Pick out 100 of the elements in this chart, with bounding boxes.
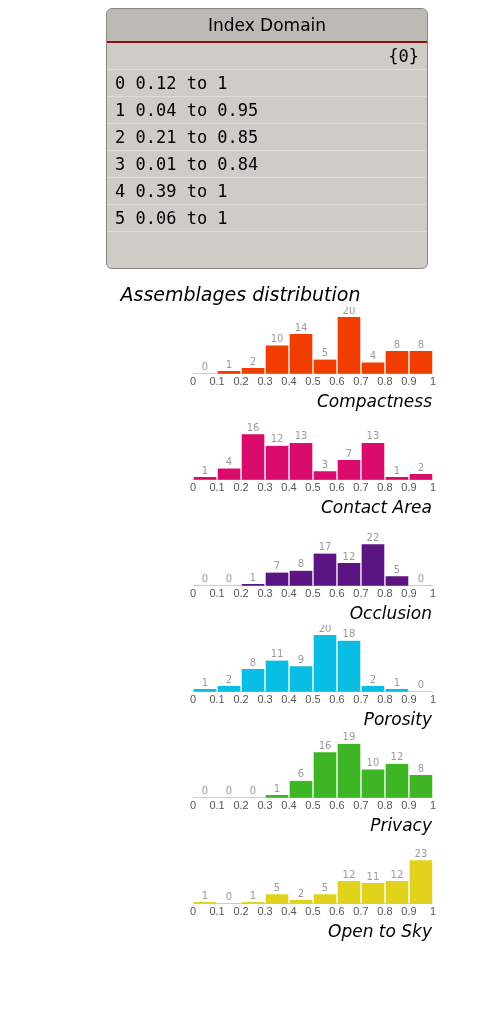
data-label: 1 bbox=[201, 464, 209, 476]
x-tick-label: 0.2 bbox=[233, 481, 249, 494]
x-tick-label: 0.6 bbox=[329, 693, 345, 706]
x-tick-label: 0.5 bbox=[305, 905, 321, 918]
x-tick-label: 0 bbox=[190, 481, 197, 494]
data-label: 0 bbox=[201, 361, 209, 373]
data-label: 7 bbox=[345, 447, 353, 459]
x-tick-label: 0.7 bbox=[353, 587, 369, 600]
data-label: 12 bbox=[390, 751, 404, 763]
x-tick-label: 0.9 bbox=[401, 375, 417, 388]
text: {0} bbox=[107, 43, 427, 70]
x-tick-label: 1 bbox=[429, 481, 436, 494]
x-tick-label: 0.5 bbox=[305, 799, 321, 812]
data-label: 19 bbox=[342, 731, 356, 743]
x-tick-label: 0.6 bbox=[329, 799, 345, 812]
data-label: 10 bbox=[366, 756, 380, 768]
x-tick-label: 0.8 bbox=[377, 375, 393, 388]
data-label: 1 bbox=[393, 464, 401, 476]
data-label: 23 bbox=[414, 847, 428, 859]
data-label: 7 bbox=[273, 560, 281, 572]
x-tick-label: 0.2 bbox=[233, 375, 249, 388]
x-tick-label: 0.4 bbox=[281, 905, 297, 918]
text: 1 0.04 to 0.95 bbox=[107, 97, 427, 124]
data-label: 5 bbox=[321, 347, 329, 359]
data-label: 12 bbox=[390, 868, 404, 880]
data-label: 12 bbox=[270, 433, 284, 445]
x-tick-label: 0.4 bbox=[281, 693, 297, 706]
x-tick-label: 0.8 bbox=[377, 587, 393, 600]
data-label: 9 bbox=[297, 653, 305, 665]
x-tick-label: 0.7 bbox=[353, 693, 369, 706]
data-label: 18 bbox=[342, 628, 356, 640]
data-label: 10 bbox=[270, 332, 284, 344]
x-tick-label: 1 bbox=[429, 905, 436, 918]
x-tick-label: 0.9 bbox=[401, 799, 417, 812]
data-label: 14 bbox=[294, 321, 308, 333]
x-axis-title: Open to Sky bbox=[327, 921, 433, 941]
x-tick-label: 0 bbox=[190, 693, 197, 706]
x-tick-label: 0.5 bbox=[305, 587, 321, 600]
x-tick-label: 0.3 bbox=[257, 587, 273, 600]
data-label: 1 bbox=[201, 676, 209, 688]
data-label: 0 bbox=[417, 573, 425, 585]
x-tick-label: 0.4 bbox=[281, 587, 297, 600]
x-tick-label: 0.6 bbox=[329, 587, 345, 600]
x-tick-label: 0.5 bbox=[305, 693, 321, 706]
data-label: 2 bbox=[417, 461, 425, 473]
x-tick-label: 0.8 bbox=[377, 693, 393, 706]
x-tick-label: 0.9 bbox=[401, 693, 417, 706]
x-tick-label: 0 bbox=[190, 587, 197, 600]
data-label: 12 bbox=[342, 868, 356, 880]
data-label: 4 bbox=[225, 456, 233, 468]
x-tick-label: 0.1 bbox=[209, 481, 225, 494]
x-tick-label: 0.4 bbox=[281, 799, 297, 812]
x-tick-label: 0.4 bbox=[281, 481, 297, 494]
data-label: 20 bbox=[342, 304, 356, 316]
x-tick-label: 0.1 bbox=[209, 693, 225, 706]
x-tick-label: 0.8 bbox=[377, 799, 393, 812]
data-label: 13 bbox=[366, 430, 380, 442]
x-tick-label: 0.8 bbox=[377, 481, 393, 494]
data-label: 0 bbox=[417, 679, 425, 691]
x-tick-label: 0.1 bbox=[209, 375, 225, 388]
x-tick-label: 0.3 bbox=[257, 481, 273, 494]
data-label: 2 bbox=[249, 355, 257, 367]
x-tick-label: 0.5 bbox=[305, 481, 321, 494]
data-label: 12 bbox=[342, 550, 356, 562]
data-label: 2 bbox=[225, 673, 233, 685]
chart-title: Assemblages distribution bbox=[118, 283, 362, 305]
data-label: 8 bbox=[417, 338, 425, 350]
x-tick-label: 0 bbox=[190, 799, 197, 812]
data-label: 1 bbox=[225, 358, 233, 370]
x-axis-title: Contact Area bbox=[319, 497, 433, 517]
x-tick-label: 0.3 bbox=[257, 905, 273, 918]
data-label: 0 bbox=[225, 785, 233, 797]
data-label: 1 bbox=[201, 889, 209, 901]
data-label: 3 bbox=[321, 458, 329, 470]
data-label: 2 bbox=[369, 673, 377, 685]
x-axis-title: Compactness bbox=[316, 391, 433, 411]
x-tick-label: 1 bbox=[429, 587, 436, 600]
x-tick-label: 0.4 bbox=[281, 375, 297, 388]
x-tick-label: 0.7 bbox=[353, 905, 369, 918]
data-label: 8 bbox=[393, 338, 401, 350]
data-label: 5 bbox=[273, 881, 281, 893]
x-tick-label: 0.7 bbox=[353, 375, 369, 388]
x-tick-label: 0.1 bbox=[209, 587, 225, 600]
data-label: 17 bbox=[318, 541, 332, 553]
data-label: 5 bbox=[393, 563, 401, 575]
x-tick-label: 0.2 bbox=[233, 693, 249, 706]
data-label: 0 bbox=[225, 573, 233, 585]
data-label: 20 bbox=[318, 622, 332, 634]
x-axis-title: Porosity bbox=[362, 709, 433, 729]
text: 0 0.12 to 1 bbox=[107, 70, 427, 97]
text: 5 0.06 to 1 bbox=[107, 205, 427, 232]
x-tick-label: 0.9 bbox=[401, 905, 417, 918]
data-label: 0 bbox=[201, 573, 209, 585]
data-label: 1 bbox=[273, 782, 281, 794]
x-axis-title: Occlusion bbox=[348, 603, 433, 623]
x-tick-label: 0.7 bbox=[353, 799, 369, 812]
data-label: 0 bbox=[249, 785, 257, 797]
data-label: 13 bbox=[294, 430, 308, 442]
x-tick-label: 0.3 bbox=[257, 799, 273, 812]
data-label: 22 bbox=[366, 531, 380, 543]
